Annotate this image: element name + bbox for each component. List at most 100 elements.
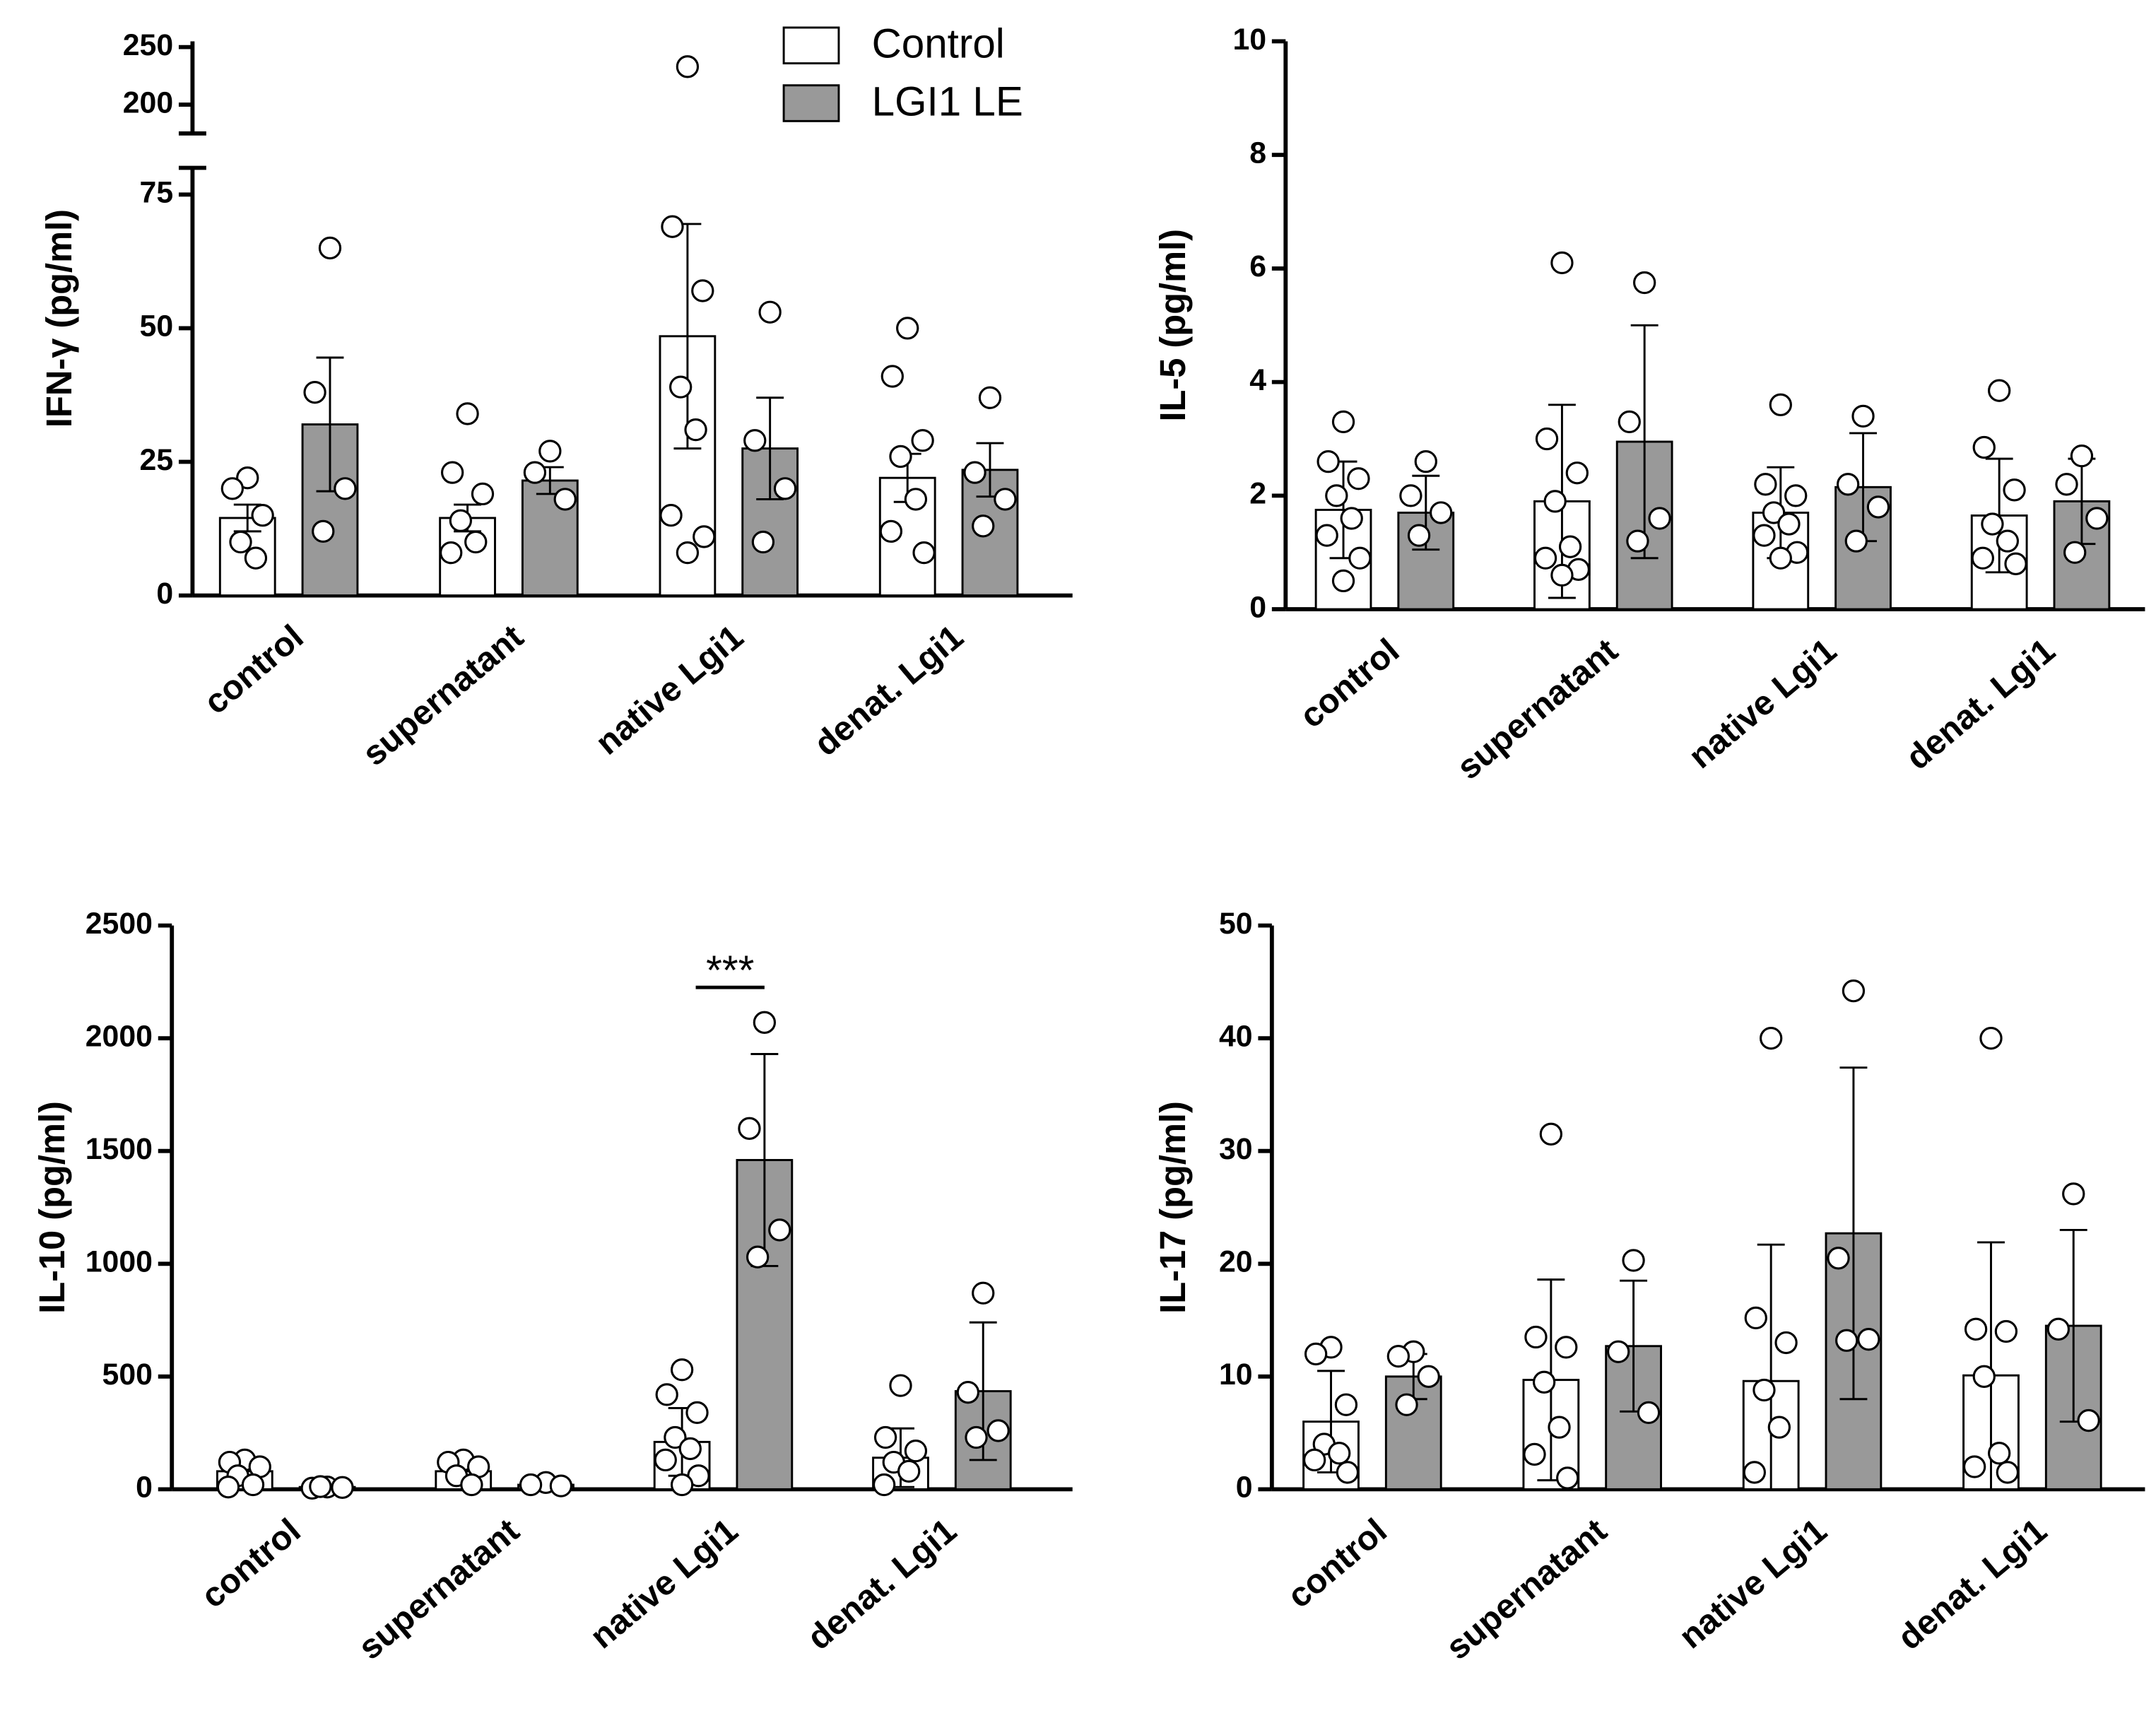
y-tick-label: 10: [1219, 1358, 1253, 1391]
data-point: [1981, 512, 2004, 536]
data-point: [2063, 541, 2087, 564]
data-point: [1395, 1393, 1418, 1416]
y-tick-label: 75: [140, 176, 174, 210]
data-point: [1774, 1331, 1798, 1355]
data-point: [441, 461, 464, 484]
data-point: [1996, 1461, 2020, 1484]
data-point: [2070, 444, 2094, 468]
x-tick-label: native Lgi1: [1672, 1512, 1834, 1657]
y-tick-label: 20: [1219, 1245, 1253, 1279]
y-tick-label: 500: [102, 1358, 153, 1391]
data-point: [331, 1476, 354, 1499]
data-point: [1754, 473, 1777, 496]
data-point: [1386, 1344, 1410, 1368]
data-point: [1844, 529, 1868, 553]
x-tick-label: denat. Lgi1: [1890, 1512, 2054, 1657]
data-point: [1769, 393, 1792, 416]
data-point: [1866, 495, 1890, 519]
data-point: [1535, 427, 1559, 451]
data-point: [664, 1425, 687, 1449]
data-point: [2046, 1317, 2070, 1341]
data-point: [1316, 449, 1340, 473]
data-point: [693, 525, 716, 548]
data-point: [1622, 1249, 1645, 1272]
data-point: [318, 236, 342, 260]
x-tick-label: control: [1292, 631, 1406, 735]
x-tick-label: supernatant: [355, 618, 531, 773]
data-point: [241, 1473, 265, 1497]
data-point: [549, 1474, 573, 1497]
x-tick-label: denat. Lgi1: [1899, 631, 2062, 777]
data-point: [678, 1437, 702, 1461]
data-point: [1972, 1365, 1996, 1388]
legend-swatch: [782, 26, 840, 65]
data-point: [449, 509, 472, 532]
x-tick-label: native Lgi1: [589, 618, 750, 763]
data-point: [872, 1473, 896, 1497]
data-point: [1648, 507, 1671, 530]
data-point: [661, 215, 684, 238]
data-point: [309, 1475, 332, 1498]
data-point: [1340, 507, 1363, 530]
data-point: [1835, 1329, 1858, 1352]
x-tick-label: control: [1280, 1512, 1394, 1616]
y-tick-label: 2: [1249, 477, 1266, 511]
data-point: [1842, 979, 1866, 1003]
data-point: [1988, 1442, 2011, 1465]
data-point: [471, 482, 495, 506]
data-point: [684, 418, 707, 442]
y-tick-label: 50: [1219, 907, 1253, 941]
data-point: [1336, 1461, 1360, 1484]
data-point: [1315, 524, 1338, 547]
x-tick-label: supernatant: [351, 1512, 526, 1667]
data-point: [1964, 1317, 1988, 1341]
y-tick-label: 2500: [86, 907, 153, 941]
data-point: [1548, 1416, 1571, 1439]
data-point: [972, 514, 995, 538]
y-tick-label: 0: [1249, 590, 1266, 624]
y-axis-label: IL-17 (pg/ml): [1153, 1101, 1193, 1314]
bar: [301, 423, 359, 597]
x-tick-label: native Lgi1: [583, 1512, 745, 1657]
legend-swatch: [782, 84, 840, 122]
y-tick-label: 6: [1249, 249, 1266, 283]
data-point: [743, 429, 767, 452]
data-point: [1637, 1401, 1661, 1425]
data-point: [889, 1374, 912, 1397]
data-point: [1325, 484, 1348, 507]
data-point: [2003, 478, 2026, 502]
data-point: [746, 1245, 770, 1269]
y-tick-label: 30: [1219, 1132, 1253, 1166]
x-tick-label: control: [197, 618, 311, 722]
data-point: [1543, 490, 1567, 513]
data-point: [773, 477, 797, 500]
data-point: [216, 1476, 240, 1499]
y-tick-label: 2000: [86, 1019, 153, 1053]
data-point: [2085, 507, 2109, 530]
data-point: [2077, 1408, 2100, 1432]
data-point: [1407, 524, 1431, 547]
data-point: [676, 55, 700, 78]
data-point: [1556, 1466, 1579, 1490]
data-point: [1851, 404, 1875, 428]
data-point: [879, 519, 903, 543]
data-point: [1626, 529, 1649, 553]
data-point: [669, 375, 693, 399]
data-point: [251, 504, 274, 527]
data-point: [2004, 552, 2027, 575]
data-point: [1972, 435, 1996, 459]
y-tick-label: 1000: [86, 1245, 153, 1279]
data-point: [523, 461, 547, 484]
data-point: [1331, 569, 1355, 593]
data-point: [538, 440, 562, 463]
y-tick-label: 50: [140, 310, 174, 343]
data-point: [1565, 461, 1589, 485]
legend-label: LGI1 LE: [872, 78, 1023, 124]
data-point: [873, 1425, 897, 1449]
data-point: [1399, 484, 1422, 507]
annotation: ***: [706, 948, 754, 994]
data-point: [2062, 1182, 2085, 1206]
data-point: [1971, 546, 1994, 570]
data-point: [244, 546, 268, 570]
